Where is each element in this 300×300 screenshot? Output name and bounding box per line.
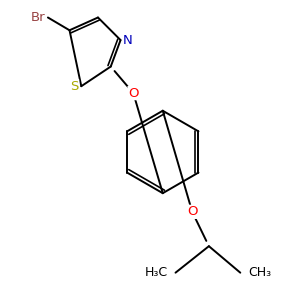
- Text: H₃C: H₃C: [145, 266, 168, 279]
- Text: CH₃: CH₃: [248, 266, 271, 279]
- Text: N: N: [123, 34, 132, 46]
- Text: O: O: [128, 87, 139, 100]
- Text: S: S: [70, 80, 79, 93]
- Text: Br: Br: [31, 11, 45, 24]
- Text: O: O: [187, 205, 197, 218]
